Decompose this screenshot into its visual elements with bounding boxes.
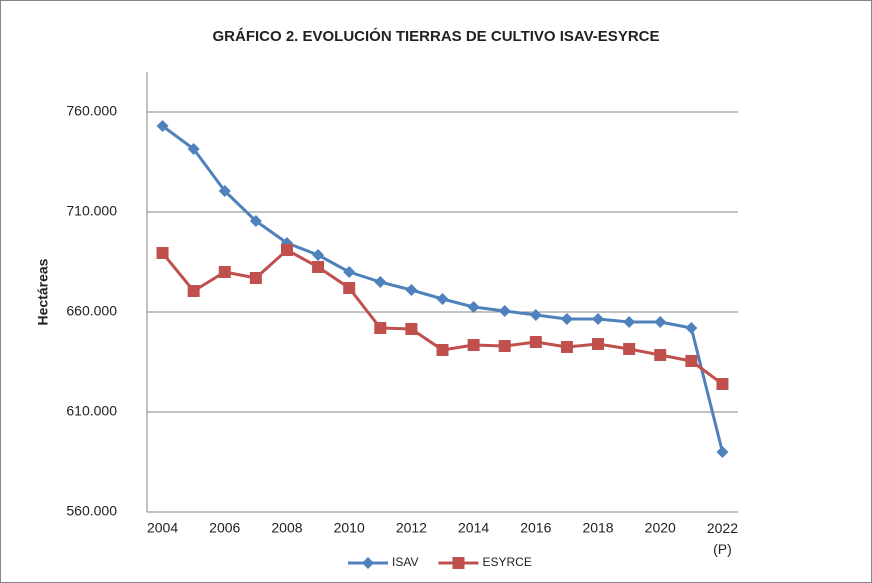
point bbox=[249, 215, 262, 227]
point bbox=[187, 285, 200, 297]
x-tick-label: 2020 bbox=[645, 520, 676, 536]
point bbox=[374, 276, 387, 288]
point bbox=[498, 305, 511, 317]
point bbox=[560, 341, 573, 353]
x-tick-label: 2018 bbox=[582, 520, 613, 536]
x-tick-label: 2010 bbox=[334, 520, 365, 536]
point bbox=[405, 323, 418, 335]
y-tick-label: 710.000 bbox=[66, 203, 117, 219]
point bbox=[218, 185, 231, 197]
point bbox=[529, 309, 542, 321]
point bbox=[529, 336, 542, 348]
point bbox=[623, 316, 636, 328]
y-tick-label: 610.000 bbox=[66, 403, 117, 419]
y-tick-label: 660.000 bbox=[66, 303, 117, 319]
point bbox=[343, 266, 356, 278]
point bbox=[467, 301, 480, 313]
point bbox=[716, 378, 729, 390]
point bbox=[374, 322, 387, 334]
x-tick-label: 2006 bbox=[209, 520, 240, 536]
point bbox=[187, 143, 200, 155]
point bbox=[592, 313, 605, 325]
x-tick-label: 2008 bbox=[271, 520, 302, 536]
y-tick-label: 560.000 bbox=[66, 503, 117, 519]
point bbox=[436, 293, 449, 305]
point bbox=[156, 120, 169, 132]
point bbox=[312, 249, 325, 261]
point bbox=[467, 339, 480, 351]
point bbox=[280, 244, 293, 256]
point bbox=[218, 266, 231, 278]
point bbox=[685, 355, 698, 367]
legend-marker bbox=[452, 557, 465, 569]
legend-label: ISAV bbox=[392, 555, 418, 569]
point bbox=[343, 282, 356, 294]
x-tick-label: 2022 (P) bbox=[707, 520, 738, 557]
point bbox=[312, 261, 325, 273]
y-axis-label: Hectáreas bbox=[35, 258, 51, 325]
point bbox=[654, 349, 667, 361]
x-tick-label: 2004 bbox=[147, 520, 178, 536]
x-tick-label: 2016 bbox=[520, 520, 551, 536]
point bbox=[156, 247, 169, 259]
chart-title: GRÁFICO 2. EVOLUCIÓN TIERRAS DE CULTIVO … bbox=[213, 27, 660, 45]
point bbox=[498, 340, 511, 352]
point bbox=[436, 344, 449, 356]
point bbox=[249, 272, 262, 284]
point bbox=[654, 316, 667, 328]
y-tick-label: 760.000 bbox=[66, 103, 117, 119]
x-tick-label: 2012 bbox=[396, 520, 427, 536]
point bbox=[685, 322, 698, 334]
point bbox=[405, 284, 418, 296]
x-tick-label: 2014 bbox=[458, 520, 489, 536]
point bbox=[716, 446, 729, 458]
legend-label: ESYRCE bbox=[482, 555, 531, 569]
point bbox=[592, 338, 605, 350]
point bbox=[623, 343, 636, 355]
legend-marker bbox=[362, 557, 374, 569]
point bbox=[560, 313, 573, 325]
